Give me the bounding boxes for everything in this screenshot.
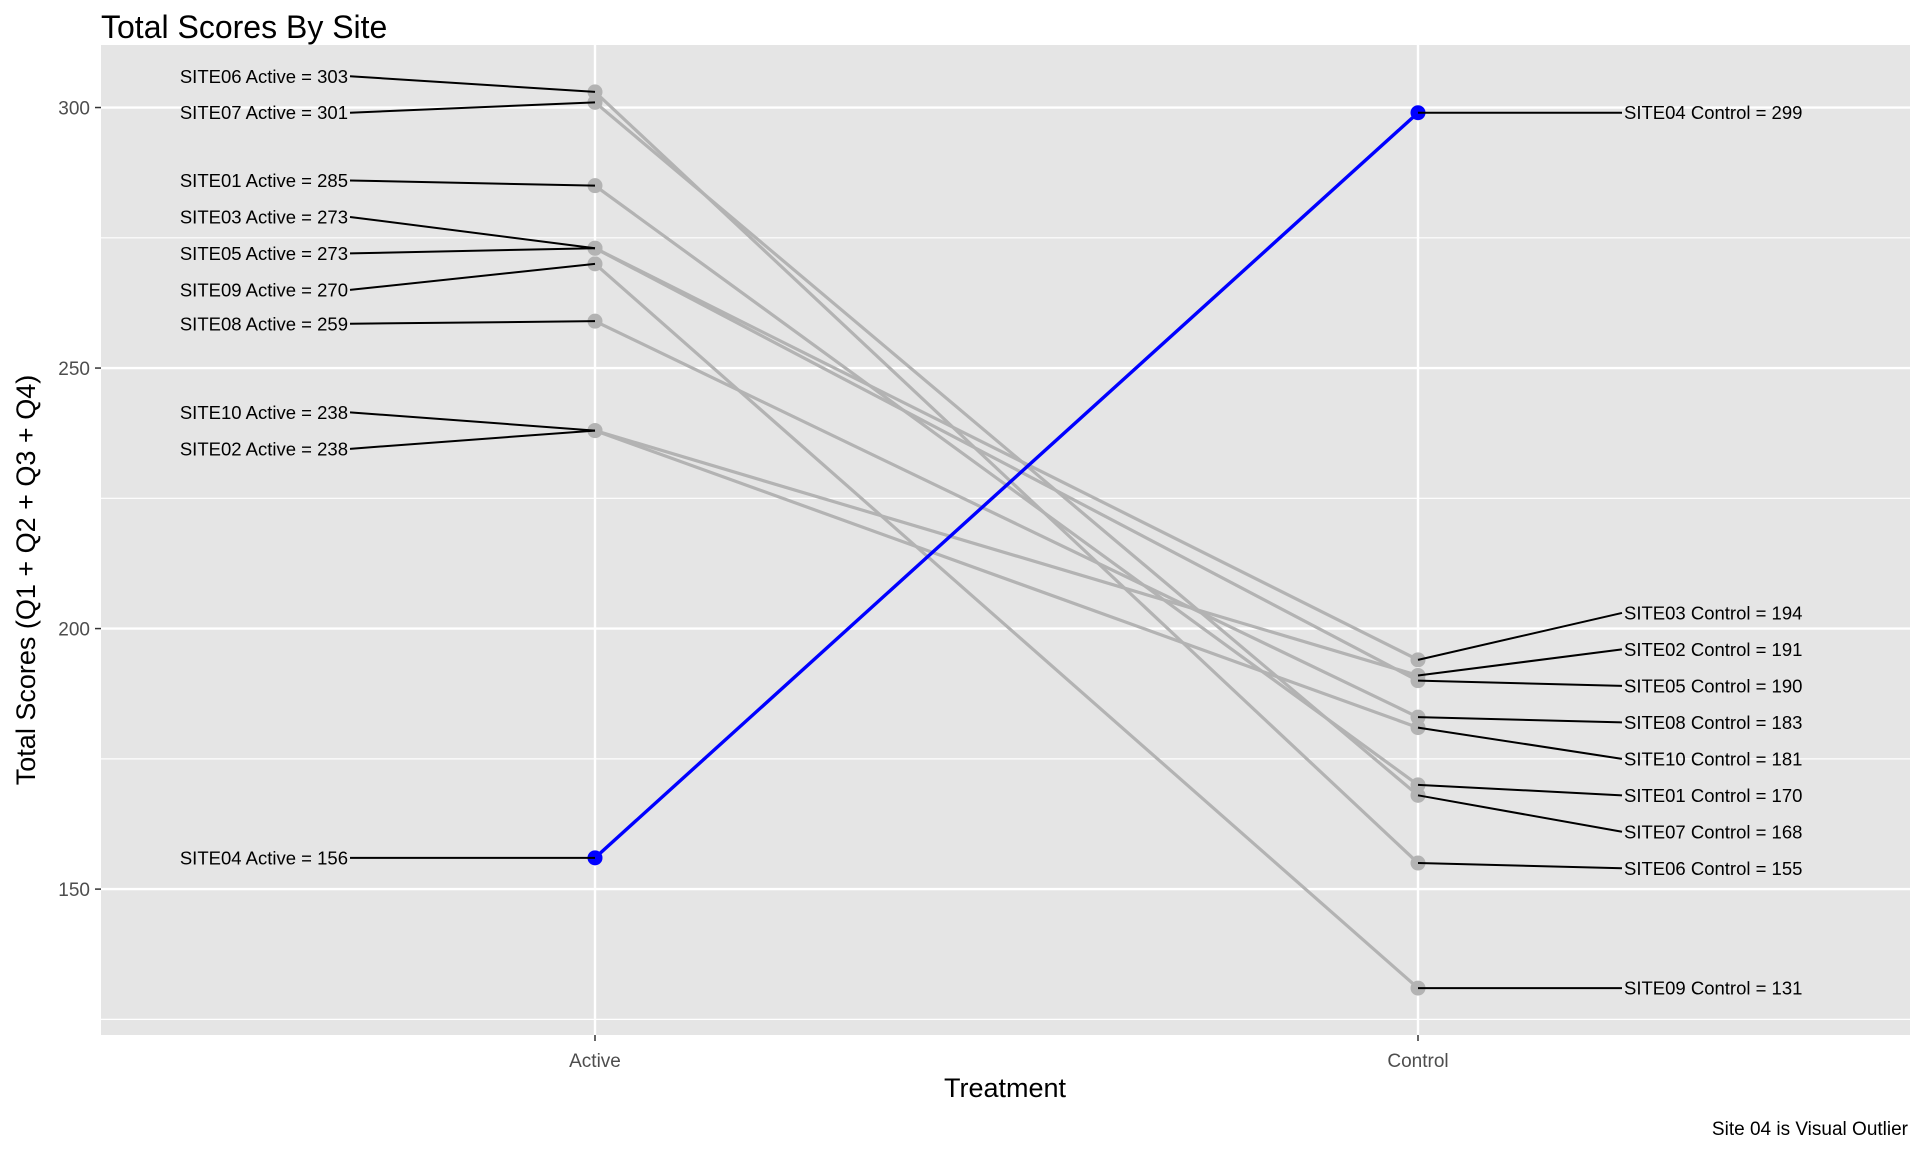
leader-line-active-site08: [349, 320, 596, 325]
label-control-site03: SITE03 Control = 194: [1624, 602, 1802, 623]
label-control-site07: SITE07 Control = 168: [1624, 821, 1802, 842]
y-axis-ticks: 150 200 250 300: [58, 99, 101, 901]
x-axis-ticks: Active Control: [569, 1035, 1449, 1072]
leader-line-active-site05: [349, 247, 596, 255]
label-control-site01: SITE01 Control = 170: [1624, 785, 1802, 806]
leader-line-control-site07: [1417, 794, 1623, 833]
leader-line-control-site05: [1417, 679, 1623, 687]
leader-line-control-site10: [1417, 726, 1623, 760]
leader-line-control-site06: [1417, 862, 1623, 870]
leader-line-active-site02: [349, 429, 596, 450]
y-tick-label: 300: [58, 99, 90, 120]
series-line-site03: [594, 246, 1419, 662]
series-line-site04: [593, 111, 1420, 860]
label-active-site01: SITE01 Active = 285: [180, 170, 348, 191]
leader-line-active-site06: [349, 75, 596, 93]
label-active-site06: SITE06 Active = 303: [180, 66, 348, 87]
series-line-site07: [593, 101, 1420, 797]
label-active-site03: SITE03 Active = 273: [180, 206, 348, 227]
label-active-site05: SITE05 Active = 273: [180, 243, 348, 264]
label-control-site10: SITE10 Control = 181: [1624, 748, 1802, 769]
label-control-site06: SITE06 Control = 155: [1624, 858, 1802, 879]
label-control-site05: SITE05 Control = 190: [1624, 675, 1802, 696]
leader-line-control-site01: [1417, 783, 1623, 797]
leader-line-control-site03: [1417, 611, 1623, 661]
label-control-site02: SITE02 Control = 191: [1624, 639, 1802, 660]
leader-line-active-site10: [349, 411, 596, 432]
label-active-site07: SITE07 Active = 301: [180, 102, 348, 123]
leader-line-active-site09: [349, 262, 596, 291]
data-labels: SITE06 Active = 303 SITE07 Active = 301 SI…: [180, 66, 1803, 999]
y-tick-label: 200: [58, 620, 90, 641]
leader-line-control-site02: [1417, 648, 1623, 677]
y-axis-title: Total Scores (Q1 + Q2 + Q3 + Q4): [11, 375, 41, 785]
series-line-site05: [594, 246, 1419, 683]
leader-line-control-site08: [1417, 716, 1623, 724]
series-line-site02: [594, 429, 1419, 678]
series-line-site08: [594, 319, 1419, 719]
label-active-site02: SITE02 Active = 238: [180, 438, 348, 459]
label-control-site04: SITE04 Control = 299: [1624, 102, 1802, 123]
label-control-site08: SITE08 Control = 183: [1624, 712, 1802, 733]
series-line-site06: [593, 90, 1420, 865]
leader-line-active-site01: [349, 179, 596, 187]
x-axis-title: Treatment: [944, 1073, 1067, 1103]
series-line-site09: [593, 262, 1420, 990]
x-tick-label: Control: [1387, 1051, 1448, 1072]
series-line-site10: [594, 429, 1419, 730]
series-lines: [593, 90, 1420, 990]
label-active-site09: SITE09 Active = 270: [180, 279, 348, 300]
leader-line-active-site07: [349, 101, 596, 114]
y-tick-label: 150: [58, 880, 90, 901]
label-control-site09: SITE09 Control = 131: [1624, 978, 1802, 999]
leader-line-active-site03: [349, 215, 596, 250]
x-tick-label: Active: [569, 1051, 621, 1072]
label-active-site08: SITE08 Active = 259: [180, 313, 348, 334]
label-active-site10: SITE10 Active = 238: [180, 402, 348, 423]
chart-caption: Site 04 is Visual Outlier: [1712, 1119, 1909, 1140]
plot-panel: [101, 45, 1910, 1035]
label-active-site04: SITE04 Active = 156: [180, 847, 348, 868]
chart-title: Total Scores By Site: [101, 9, 387, 45]
y-tick-label: 250: [58, 359, 90, 380]
